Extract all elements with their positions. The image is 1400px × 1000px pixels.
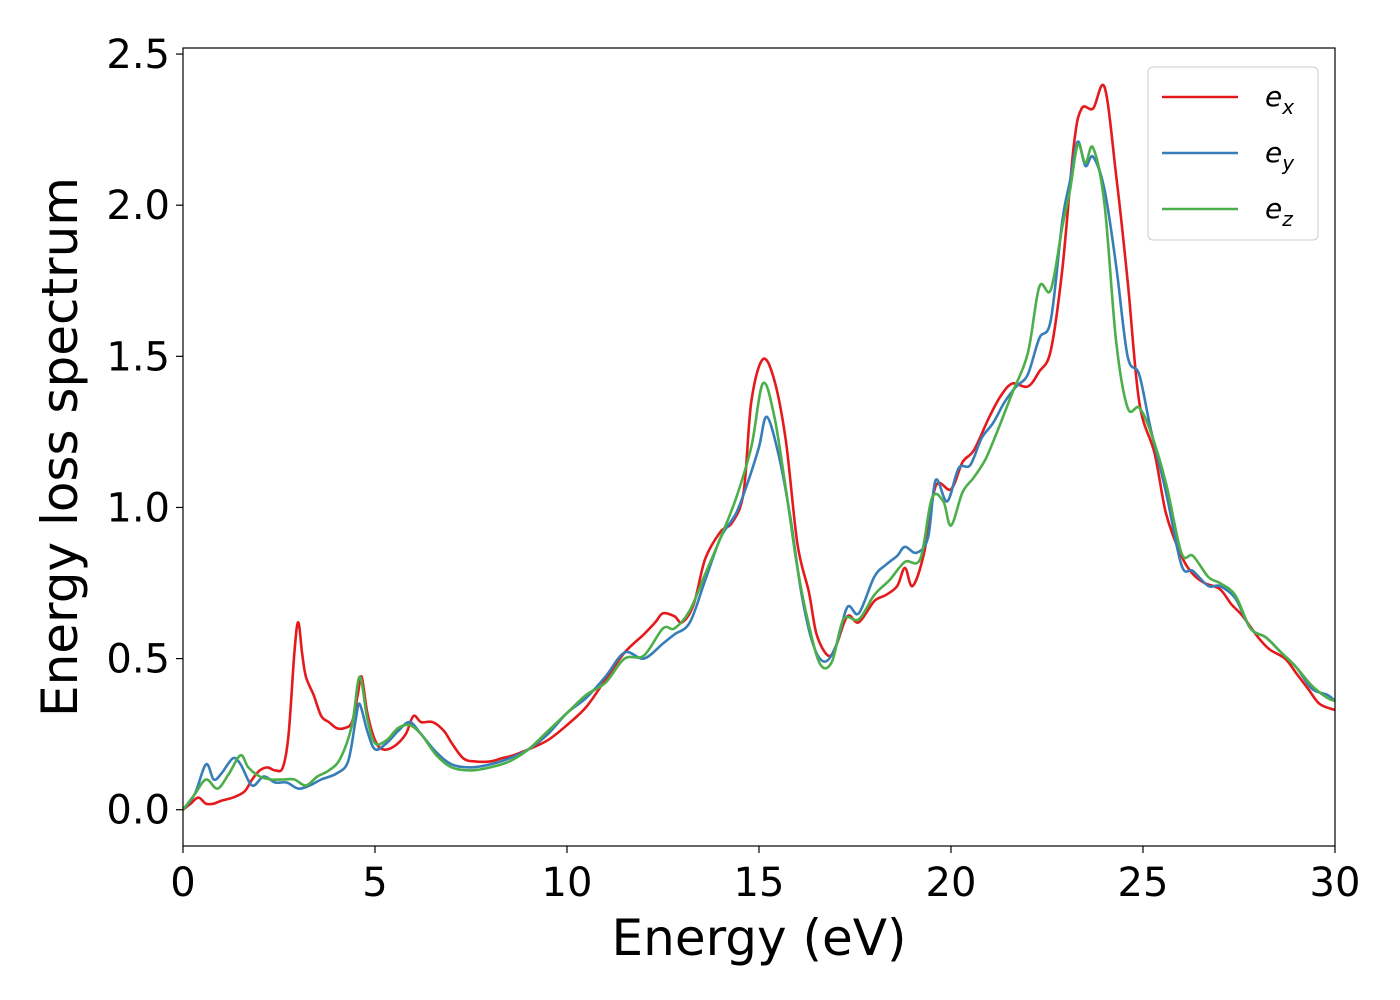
legend-subscript-z: z (1281, 207, 1293, 231)
y-tick-label: 2.5 (106, 32, 170, 78)
x-tick-label: 25 (1118, 860, 1169, 906)
series-layer (183, 83, 1335, 811)
y-tick-label: 0.5 (106, 637, 170, 683)
x-axis-label: Energy (eV) (612, 909, 907, 967)
y-tick-label: 1.0 (106, 485, 170, 531)
x-tick-label: 5 (362, 860, 387, 906)
legend-subscript-y: y (1281, 151, 1295, 175)
x-tick-label: 15 (734, 860, 785, 906)
x-tick-label: 0 (170, 860, 195, 906)
series-line-z (183, 142, 1335, 811)
series-line-x (183, 83, 1335, 811)
y-axis-label: Energy loss spectrum (31, 177, 89, 717)
x-tick-label: 10 (542, 860, 593, 906)
y-tick-label: 2.0 (106, 183, 170, 229)
x-axis: 0 5 10 15 20 25 30 (170, 846, 1360, 906)
legend-subscript-x: x (1281, 95, 1294, 119)
y-tick-label: 0.0 (106, 788, 170, 834)
x-tick-label: 20 (926, 860, 977, 906)
x-tick-label: 30 (1310, 860, 1361, 906)
y-axis: 0.0 0.5 1.0 1.5 2.0 2.5 (106, 32, 183, 834)
y-tick-label: 1.5 (106, 334, 170, 380)
